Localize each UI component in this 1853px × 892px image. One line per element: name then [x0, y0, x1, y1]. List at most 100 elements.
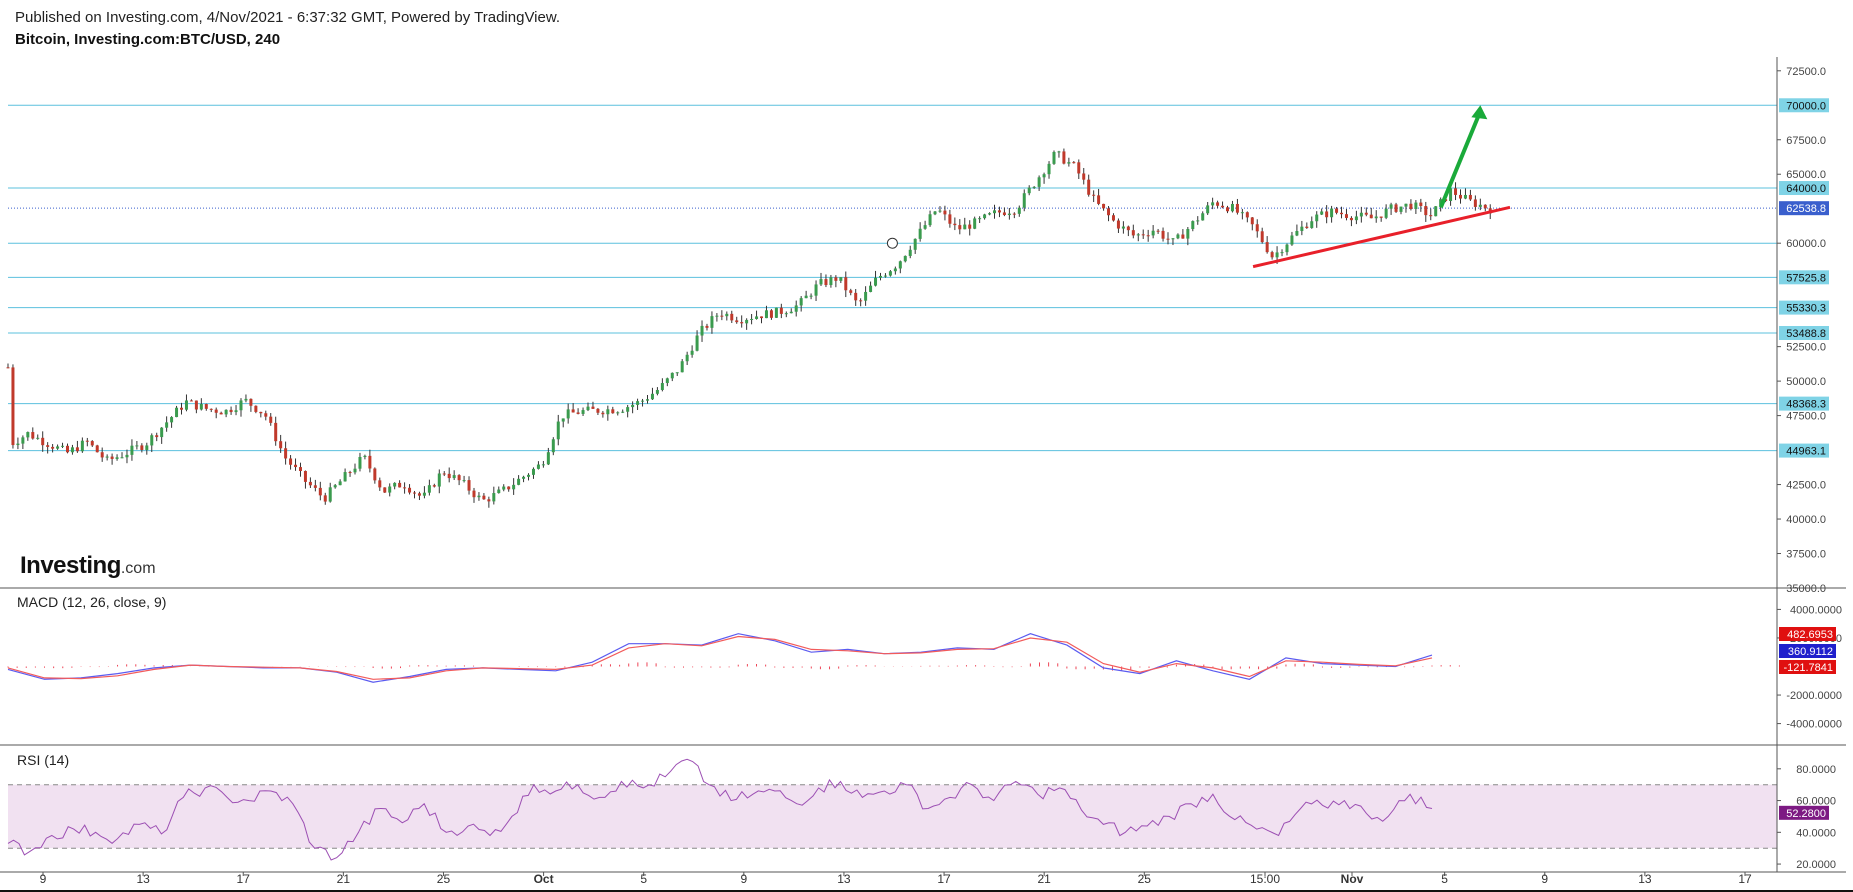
candle-body	[1126, 226, 1130, 231]
level-tag	[1779, 396, 1829, 411]
candle-body	[685, 354, 689, 362]
level-tag-label: 64000.0	[1786, 183, 1826, 195]
price-tick-label: 35000.0	[1786, 583, 1826, 595]
candle-body	[26, 432, 30, 438]
candle-body	[333, 485, 337, 488]
candle-body	[903, 255, 907, 262]
candle-body	[1092, 194, 1096, 196]
candle-body	[611, 409, 615, 414]
candle-body	[755, 316, 759, 319]
candle-body	[1379, 216, 1383, 218]
candle-body	[95, 445, 99, 453]
candle-body	[819, 279, 823, 285]
candle-body	[993, 210, 997, 214]
macd-pane[interactable]: 4000.00002000.0000-2000.0000-4000.000048…	[7, 604, 1842, 731]
candle-body	[551, 439, 555, 453]
candle-body	[1429, 215, 1433, 217]
candle-body	[279, 441, 283, 449]
candle-body	[219, 412, 223, 415]
time-axis[interactable]: 9 13 17 21 25 Oct 5 9 13 17 21 25 15:00 Nov 5 9 13 17	[40, 872, 1752, 886]
candle-body	[745, 319, 749, 324]
macd-tick-label: 4000.0000	[1790, 604, 1842, 616]
time-tick-label: 25	[1138, 872, 1152, 886]
rsi-band	[8, 784, 1777, 849]
time-tick-label: 15:00	[1250, 872, 1280, 886]
level-tag-label: 44963.1	[1786, 446, 1826, 458]
candle-body	[561, 418, 565, 422]
candle-body	[343, 472, 347, 482]
candle-body	[1022, 193, 1026, 208]
candle-body	[740, 322, 744, 324]
macd-tick-label: -4000.0000	[1786, 719, 1842, 731]
candle-body	[204, 404, 208, 409]
candle-body	[323, 495, 327, 502]
chart-frame	[0, 57, 1853, 892]
target-arrow-shaft	[1438, 110, 1483, 209]
candle-body	[1419, 202, 1423, 207]
candle-body	[978, 218, 982, 220]
candle-body	[338, 481, 342, 486]
price-pane[interactable]: 70000.0 64000.0 57525.8 55330.3 53488.8 48368…	[6, 66, 1830, 595]
candle-body	[1225, 207, 1229, 212]
candle-body	[1136, 234, 1140, 236]
candle-body	[264, 413, 268, 417]
candle-body	[601, 412, 605, 415]
candle-body	[358, 456, 362, 469]
candle-body	[774, 307, 778, 318]
candle-body	[1399, 206, 1403, 212]
candle-body	[1250, 217, 1254, 225]
candle-body	[710, 316, 714, 328]
candle-body	[239, 400, 243, 411]
candle-body	[1141, 234, 1145, 236]
candle-body	[328, 487, 332, 502]
candle-body	[566, 409, 570, 419]
candle-body	[31, 432, 35, 439]
candle-body	[1240, 212, 1244, 214]
candle-body	[1458, 194, 1462, 199]
candle-body	[1077, 162, 1081, 174]
candle-body	[70, 447, 74, 453]
candle-body	[234, 410, 238, 413]
price-tick-label: 60000.0	[1786, 238, 1826, 250]
candle-body	[1052, 151, 1056, 164]
candle-body	[1404, 203, 1408, 207]
candle-body	[983, 214, 987, 219]
macd-value-tag	[1779, 627, 1836, 641]
candle-body	[849, 290, 853, 293]
candle-body	[809, 295, 813, 297]
candle-body	[1330, 208, 1334, 218]
candle-body	[874, 277, 878, 286]
candle-body	[859, 300, 863, 302]
last-price-tag	[1779, 201, 1829, 216]
candle-body	[923, 225, 927, 229]
candle-body	[75, 447, 79, 452]
last-price-tag-label: 62538.8	[1786, 203, 1826, 215]
candle-body	[21, 437, 25, 444]
candle-body	[958, 225, 962, 230]
candle-body	[784, 313, 788, 315]
candle-body	[1082, 173, 1086, 180]
candle-body	[938, 210, 942, 212]
candle-body	[1111, 215, 1115, 221]
candle-body	[1463, 194, 1467, 199]
candle-body	[105, 456, 109, 458]
candle-body	[799, 298, 803, 306]
candle-body	[1107, 208, 1111, 216]
candle-body	[968, 224, 972, 229]
rsi-tick-label: 20.0000	[1796, 859, 1836, 871]
candle-body	[760, 316, 764, 319]
candle-body	[1280, 252, 1284, 254]
candle-body	[254, 405, 258, 412]
candle-body	[536, 464, 540, 469]
candle-body	[170, 417, 174, 423]
rsi-pane[interactable]: 80.0000 60.0000 40.0000 20.0000 52.2800	[7, 758, 1836, 871]
candle-body	[675, 372, 679, 374]
candle-body	[556, 421, 560, 440]
candle-body	[398, 482, 402, 488]
candle-body	[284, 448, 288, 459]
candle-body	[1230, 203, 1234, 212]
candle-body	[502, 486, 506, 490]
candle-body	[348, 472, 352, 474]
price-tick-label: 52500.0	[1786, 342, 1826, 354]
